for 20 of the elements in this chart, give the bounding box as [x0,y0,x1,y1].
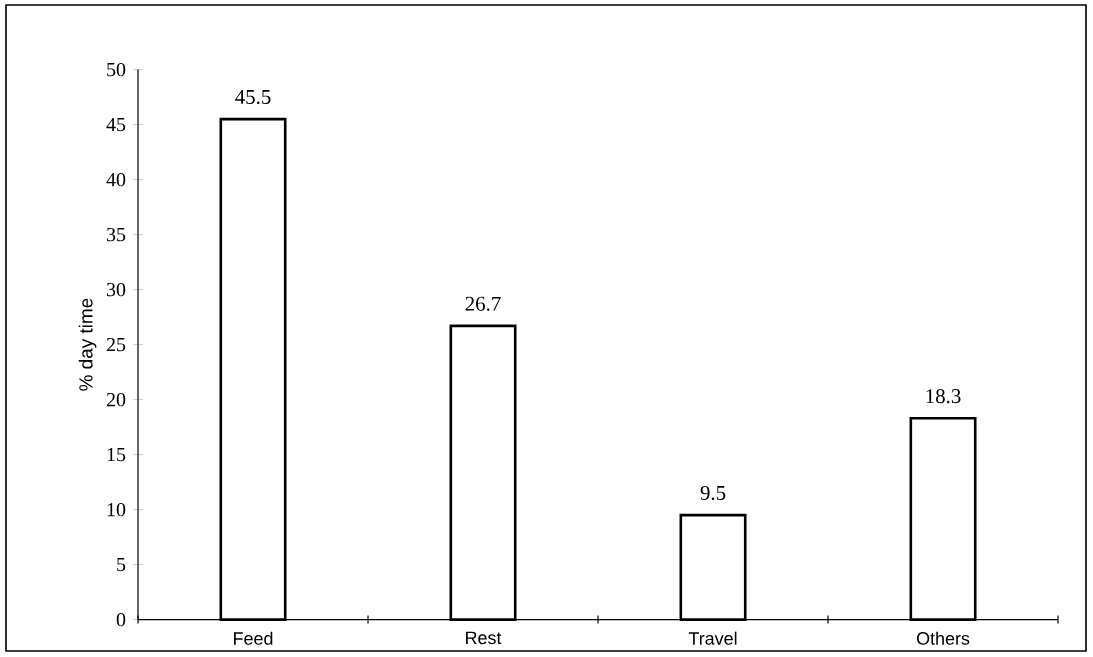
y-tick-label: 0 [116,612,126,627]
x-tick-label: Others [916,631,970,645]
y-tick-label: 50 [107,62,126,77]
y-tick-label: 10 [107,502,126,517]
y-tick-label: 30 [107,282,126,297]
x-tick-label: Travel [688,631,737,645]
data-label: 9.5 [700,485,726,501]
y-tick-label: 45 [106,117,126,132]
data-label: 45.5 [235,90,271,105]
data-label: 26.7 [465,296,501,311]
y-tick-label: 35 [107,227,126,242]
y-tick-label: 40 [106,172,126,187]
x-tick-label: Rest [466,631,502,645]
y-tick-label: 20 [106,392,126,407]
x-tick-label: Feed [234,631,273,645]
y-tick-label: 25 [106,337,126,352]
y-tick-label: 15 [107,447,126,462]
y-tick-label: 5 [117,557,126,572]
data-label: 18.3 [926,389,961,404]
y-axis-title: % day time [78,298,97,391]
